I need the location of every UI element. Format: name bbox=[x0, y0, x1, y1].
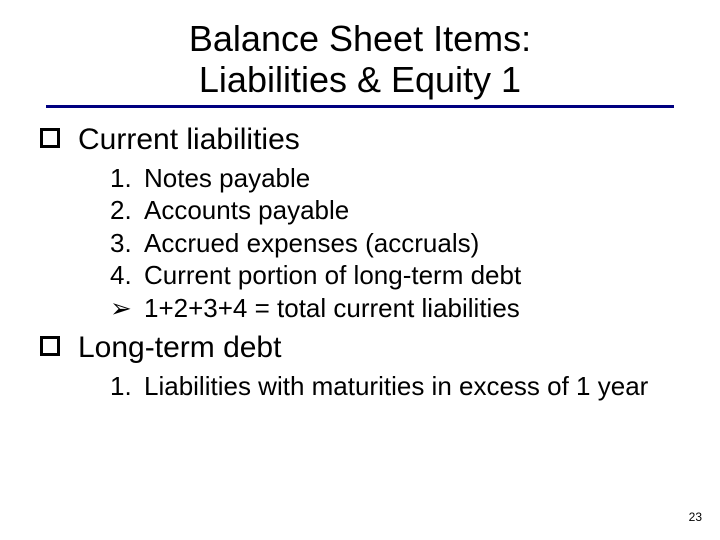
list-marker: 3. bbox=[110, 227, 144, 260]
list-item: ➢ 1+2+3+4 = total current liabilities bbox=[110, 292, 692, 325]
square-bullet-icon bbox=[40, 128, 60, 148]
title-line-2: Liabilities & Equity 1 bbox=[199, 59, 521, 100]
title-underline bbox=[46, 105, 674, 108]
list-text: 1+2+3+4 = total current liabilities bbox=[144, 292, 520, 325]
list-item: 1. Notes payable bbox=[110, 162, 692, 195]
arrow-bullet-icon: ➢ bbox=[110, 292, 144, 325]
square-bullet-icon bbox=[40, 336, 60, 356]
list-item: 1. Liabilities with maturities in excess… bbox=[110, 370, 692, 403]
list-text: Accrued expenses (accruals) bbox=[144, 227, 479, 260]
list-text: Current portion of long-term debt bbox=[144, 259, 521, 292]
list-item: 2. Accounts payable bbox=[110, 194, 692, 227]
section-label: Current liabilities bbox=[78, 122, 300, 158]
page-number: 23 bbox=[689, 510, 702, 524]
slide-title: Balance Sheet Items: Liabilities & Equit… bbox=[28, 18, 692, 101]
list-text: Notes payable bbox=[144, 162, 310, 195]
list-marker: 1. bbox=[110, 162, 144, 195]
list-text: Accounts payable bbox=[144, 194, 349, 227]
slide: Balance Sheet Items: Liabilities & Equit… bbox=[0, 0, 720, 540]
list-marker: 4. bbox=[110, 259, 144, 292]
list-item: 4. Current portion of long-term debt bbox=[110, 259, 692, 292]
list-text: Liabilities with maturities in excess of… bbox=[144, 370, 648, 403]
title-line-1: Balance Sheet Items: bbox=[189, 18, 531, 59]
list-item: 3. Accrued expenses (accruals) bbox=[110, 227, 692, 260]
bullet-current-liabilities: Current liabilities bbox=[40, 122, 692, 158]
list-marker: 2. bbox=[110, 194, 144, 227]
list-marker: 1. bbox=[110, 370, 144, 403]
bullet-long-term-debt: Long-term debt bbox=[40, 330, 692, 366]
section-label: Long-term debt bbox=[78, 330, 281, 366]
